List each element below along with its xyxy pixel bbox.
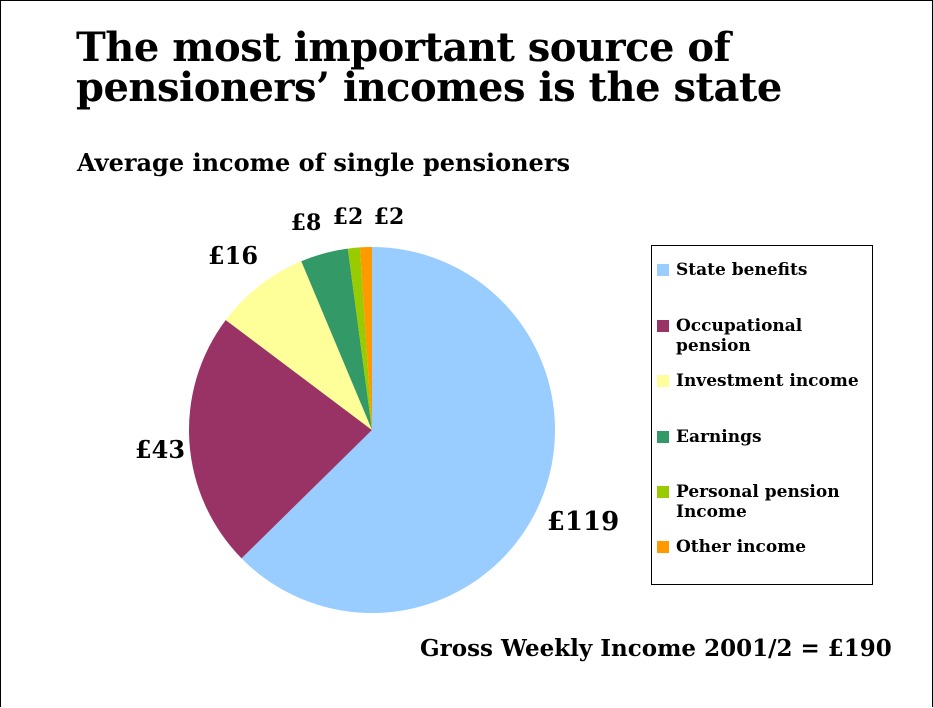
legend-item-occupational-pension: Occupational pension: [657, 316, 816, 356]
data-label-investment-income: £16: [208, 241, 258, 270]
pie-slice-occupational-pension: [188, 320, 372, 559]
legend-swatch-other-income: [657, 541, 669, 553]
legend-item-personal-pension: Personal pension Income: [657, 482, 866, 522]
legend-swatch-investment-income: [657, 375, 669, 387]
gross-weekly-income-note: Gross Weekly Income 2001/2 = £190: [420, 635, 892, 662]
legend-label-earnings: Earnings: [676, 427, 762, 447]
legend-swatch-occupational-pension: [657, 320, 669, 332]
legend-swatch-earnings: [657, 431, 669, 443]
legend-swatch-state-benefits: [657, 264, 669, 276]
legend-item-earnings: Earnings: [657, 427, 871, 447]
data-label-earnings: £8: [291, 210, 322, 236]
pie-slice-personal-pension: [347, 247, 372, 430]
legend-item-investment-income: Investment income: [657, 371, 871, 391]
title-line-1: The most important source of: [76, 24, 731, 71]
pie-slice-investment-income: [225, 261, 372, 430]
legend-label-personal-pension: Personal pension Income: [676, 482, 840, 522]
data-label-personal-pension: £2: [333, 204, 364, 230]
pie-slice-earnings: [301, 248, 372, 430]
data-label-state-benefits: £119: [547, 507, 619, 537]
legend-item-other-income: Other income: [657, 537, 871, 557]
legend-label-other-income: Other income: [676, 537, 807, 557]
legend-item-state-benefits: State benefits: [657, 260, 871, 280]
legend-label-occupational-pension: Occupational pension: [676, 316, 803, 356]
chart-title: Average income of single pensioners: [77, 148, 570, 177]
data-label-other-income: £2: [374, 204, 405, 230]
legend-label-investment-income: Investment income: [676, 371, 859, 391]
pie-slice-state-benefits: [241, 247, 555, 614]
slide-title: The most important source of pensioners’…: [76, 28, 782, 108]
pie-slice-other-income: [359, 247, 372, 430]
chart-legend: State benefits Occupational pension Inve…: [651, 245, 873, 585]
legend-label-state-benefits: State benefits: [676, 260, 808, 280]
data-label-occupational-pension: £43: [135, 435, 185, 464]
title-line-2: pensioners’ incomes is the state: [76, 64, 782, 111]
legend-swatch-personal-pension: [657, 486, 669, 498]
